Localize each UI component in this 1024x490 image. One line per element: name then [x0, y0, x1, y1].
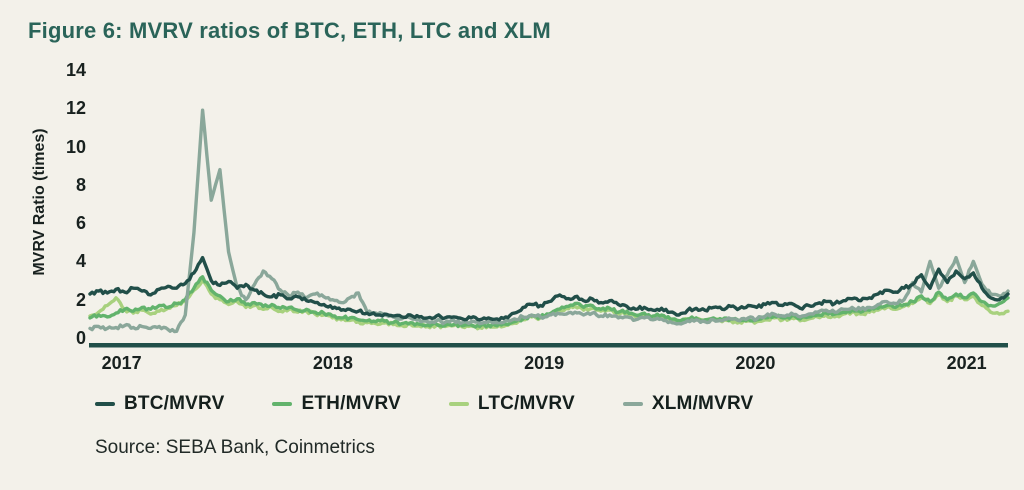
- x-tick-label: 2019: [524, 353, 565, 373]
- y-tick-label: 14: [65, 60, 86, 81]
- y-tick-label: 10: [65, 136, 86, 157]
- y-tick-label: 4: [75, 251, 86, 272]
- x-tick-label: 2021: [946, 353, 987, 373]
- legend-dash-icon: [622, 402, 643, 406]
- y-tick-label: 12: [65, 98, 86, 119]
- legend-label: LTC/MVRV: [477, 393, 575, 414]
- legend-dash-icon: [272, 402, 293, 406]
- line-btc-mvrv: [88, 255, 1010, 322]
- figure-title: Figure 6: MVRV ratios of BTC, ETH, LTC a…: [28, 18, 551, 43]
- legend-item-ltc-mvrv: LTC/MVRV: [448, 393, 575, 415]
- legend-label: XLM/MVRV: [651, 393, 754, 414]
- source-text: Source: SEBA Bank, Coinmetrics: [95, 437, 375, 458]
- legend-item-eth-mvrv: ETH/MVRV: [272, 393, 401, 415]
- legend-item-xlm-mvrv: XLM/MVRV: [622, 393, 754, 415]
- line-ltc-mvrv: [88, 278, 1010, 331]
- x-tick-label: 2018: [312, 353, 353, 373]
- chart-canvas: [88, 108, 1010, 348]
- y-tick-label: 0: [75, 328, 86, 348]
- y-tick-label: 8: [75, 174, 86, 195]
- y-tick-label: 2: [75, 289, 86, 310]
- legend-dash-icon: [95, 402, 115, 406]
- x-tick-label: 2017: [101, 353, 142, 373]
- legend-item-btc-mvrv: BTC/MVRV: [95, 393, 224, 415]
- x-tick-label: 2020: [735, 353, 776, 373]
- x-axis-line: [89, 343, 1008, 348]
- legend-label: BTC/MVRV: [124, 393, 225, 414]
- line-xlm-mvrv: [88, 108, 1010, 334]
- chart-legend: BTC/MVRV ETH/MVRV LTC/MVRV XLM/MVRV: [95, 393, 753, 415]
- legend-label: ETH/MVRV: [301, 393, 401, 414]
- y-tick-label: 6: [75, 213, 86, 234]
- legend-dash-icon: [448, 402, 469, 406]
